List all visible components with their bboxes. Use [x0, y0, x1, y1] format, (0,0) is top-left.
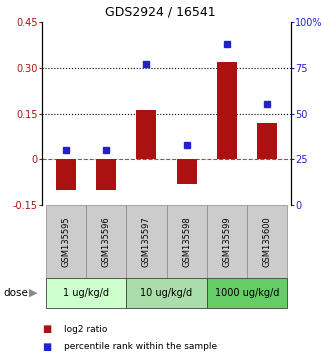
Bar: [217, 62, 237, 159]
Text: GSM135595: GSM135595: [62, 216, 71, 267]
Text: GSM135599: GSM135599: [222, 216, 231, 267]
Text: 1 ug/kg/d: 1 ug/kg/d: [63, 288, 109, 298]
Bar: [207, 278, 287, 308]
Bar: [207, 205, 247, 278]
Bar: [126, 205, 167, 278]
Text: GSM135596: GSM135596: [102, 216, 111, 267]
Text: GSM135597: GSM135597: [142, 216, 151, 267]
Text: GSM135598: GSM135598: [182, 216, 191, 267]
Bar: [136, 110, 156, 159]
Bar: [46, 278, 126, 308]
Text: GDS2924 / 16541: GDS2924 / 16541: [105, 5, 216, 18]
Bar: [167, 205, 207, 278]
Bar: [56, 159, 76, 190]
Bar: [257, 122, 277, 159]
Text: ■: ■: [42, 324, 51, 334]
Bar: [96, 159, 116, 190]
Text: dose: dose: [3, 288, 28, 298]
Bar: [177, 159, 197, 184]
Text: GSM135600: GSM135600: [262, 216, 271, 267]
Bar: [126, 278, 207, 308]
Bar: [86, 205, 126, 278]
Text: percentile rank within the sample: percentile rank within the sample: [65, 342, 218, 352]
Text: 1000 ug/kg/d: 1000 ug/kg/d: [215, 288, 279, 298]
Text: ▶: ▶: [29, 288, 37, 298]
Text: 10 ug/kg/d: 10 ug/kg/d: [141, 288, 193, 298]
Bar: [46, 205, 86, 278]
Text: ■: ■: [42, 342, 51, 352]
Text: log2 ratio: log2 ratio: [65, 325, 108, 334]
Bar: [247, 205, 287, 278]
